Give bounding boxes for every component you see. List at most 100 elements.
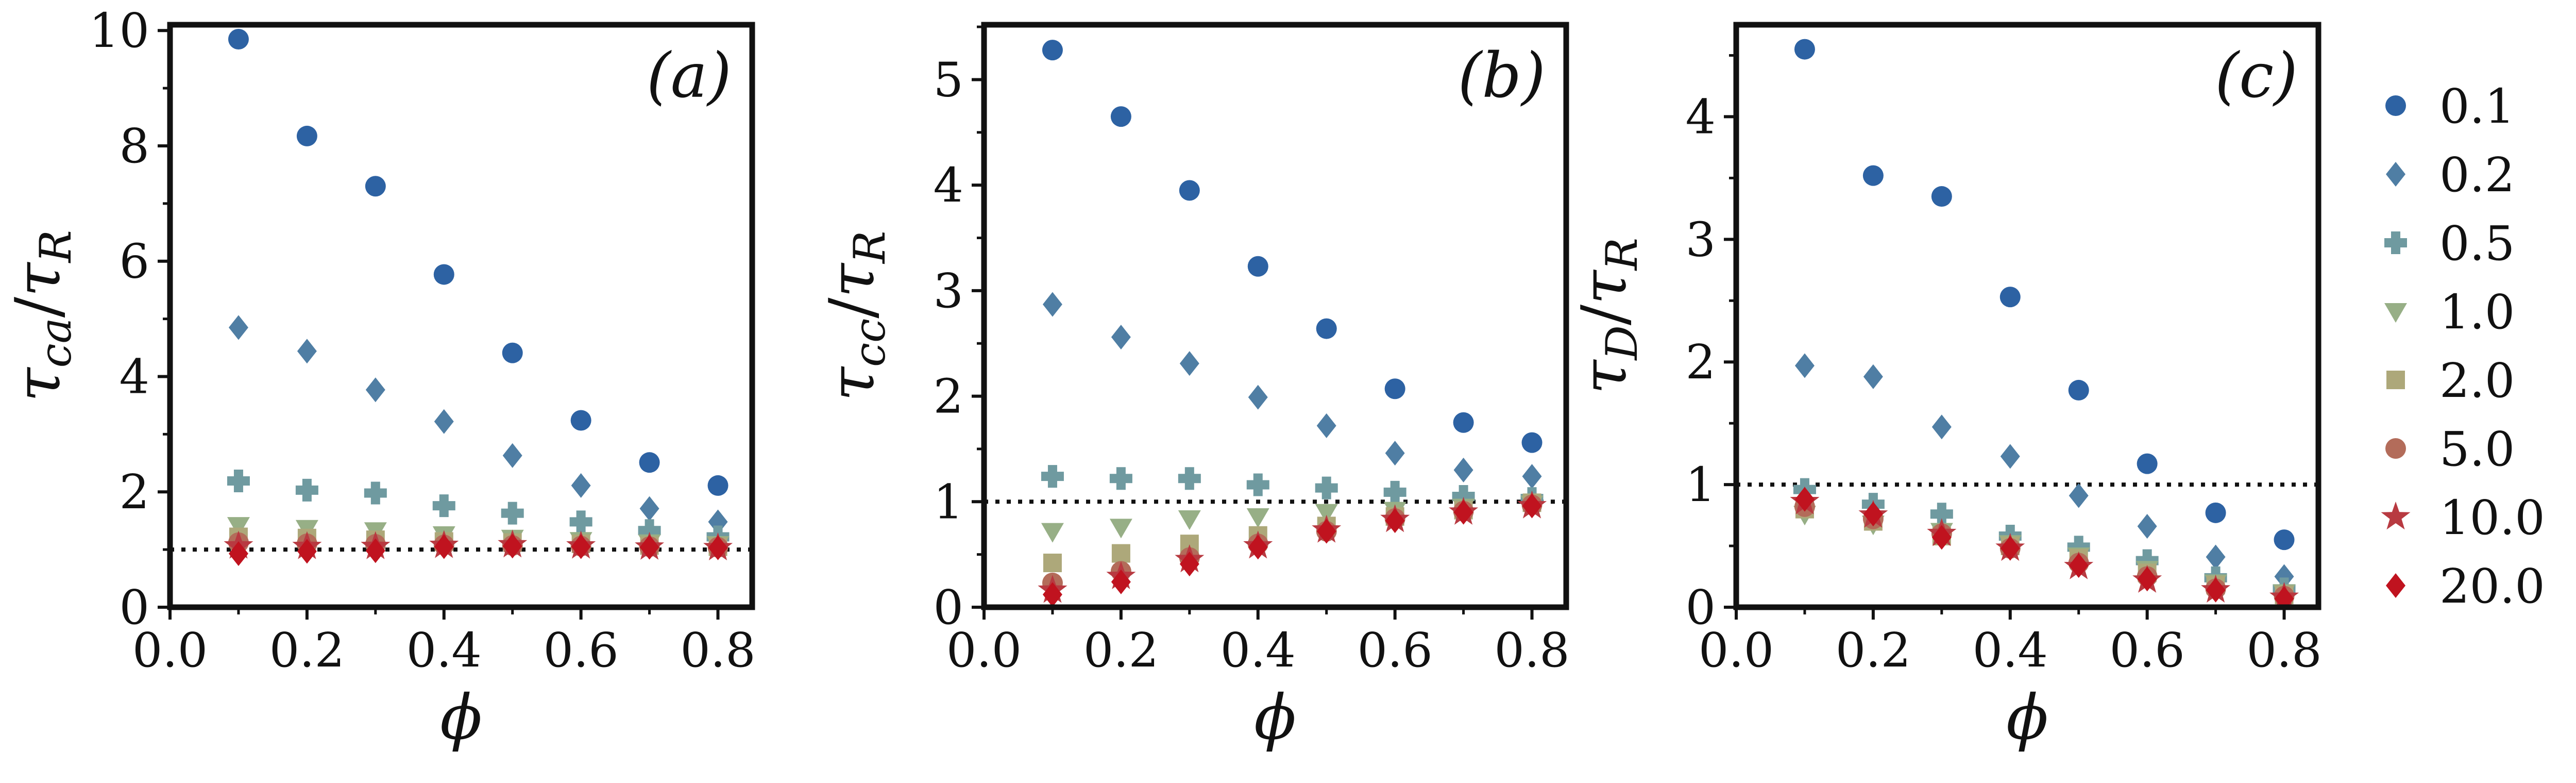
series-20.0	[1794, 487, 2294, 611]
data-point	[1863, 502, 1883, 527]
y-tick-label: 3	[1685, 212, 1716, 267]
data-point	[295, 478, 318, 502]
x-axis-label: ϕ	[440, 682, 482, 754]
data-point	[639, 496, 659, 521]
legend-marker	[2386, 573, 2405, 598]
data-point	[2000, 536, 2020, 561]
legend-marker	[2384, 303, 2407, 323]
legend-entry: 0.2	[2386, 147, 2515, 203]
legend-marker	[2386, 371, 2405, 389]
legend-entry: 2.0	[2386, 353, 2515, 408]
data-point	[365, 538, 385, 563]
x-axis-label: ϕ	[2006, 682, 2048, 754]
data-point	[432, 494, 455, 518]
legend-entry: 0.1	[2385, 79, 2515, 134]
data-point	[1247, 256, 1268, 277]
data-point	[1246, 473, 1269, 496]
data-point	[2067, 536, 2090, 559]
data-point	[1178, 510, 1201, 530]
data-point	[1522, 493, 1542, 519]
y-tick-label: 3	[933, 263, 963, 319]
data-point	[1794, 487, 1815, 512]
data-point	[1042, 582, 1062, 607]
y-tick-label: 1	[933, 474, 963, 529]
panel-label: (c)	[2215, 40, 2298, 112]
legend-label: 0.1	[2439, 79, 2515, 134]
x-tick-label: 0.0	[946, 623, 1022, 678]
data-point	[228, 28, 249, 49]
data-point	[296, 125, 317, 146]
x-axis-label: ϕ	[1254, 682, 1296, 754]
data-point	[2206, 577, 2226, 603]
y-label-tau: τ	[817, 366, 888, 401]
data-point	[228, 541, 248, 566]
y-axis-label: τD/τR	[1569, 238, 1647, 394]
data-point	[1179, 351, 1199, 376]
legend-entry: 0.5	[2384, 216, 2515, 271]
data-point	[365, 377, 385, 403]
data-point	[502, 443, 522, 468]
data-point	[1384, 378, 1405, 399]
data-point	[2068, 379, 2089, 401]
x-tick-label: 0.8	[680, 623, 755, 678]
legend-entry: 5.0	[2385, 422, 2515, 477]
y-label-tau: τ	[1569, 359, 1640, 394]
series-0.1	[1042, 40, 1543, 453]
data-point	[1316, 318, 1337, 339]
y-label-tau-den: τ	[817, 262, 888, 297]
y-tick-label: 2	[119, 464, 149, 520]
y-tick-label: 5	[933, 52, 963, 107]
data-point	[1453, 499, 1473, 525]
data-point	[365, 176, 386, 197]
data-point	[1315, 504, 1338, 524]
data-point	[569, 510, 592, 534]
y-axis-label: τcc/τR	[817, 231, 895, 402]
data-point	[1385, 508, 1405, 534]
data-point	[1246, 508, 1269, 528]
data-point	[639, 452, 660, 473]
y-tick-label: 1	[1685, 457, 1716, 512]
data-point	[297, 339, 317, 364]
data-point	[1931, 525, 1952, 550]
x-tick-label: 0.2	[1836, 623, 1911, 678]
data-point	[434, 409, 454, 434]
data-point	[1111, 324, 1131, 349]
data-point	[1041, 465, 1064, 488]
legend-label: 1.0	[2439, 285, 2515, 340]
y-tick-label: 4	[119, 349, 149, 404]
x-tick-label: 0.6	[2109, 623, 2184, 678]
series-0.1	[1794, 39, 2295, 551]
legend-label: 0.5	[2439, 216, 2515, 271]
data-point	[1521, 432, 1543, 453]
data-point	[1248, 535, 1268, 560]
legend-entry: 10.0	[2381, 490, 2545, 545]
data-point	[297, 539, 317, 564]
data-point	[2137, 453, 2158, 474]
data-point	[708, 535, 728, 560]
legend-label: 10.0	[2439, 490, 2545, 545]
data-point	[1452, 485, 1475, 508]
data-point	[1179, 552, 1199, 577]
y-tick-label: 4	[1685, 89, 1716, 144]
data-point	[1863, 364, 1883, 389]
x-tick-label: 0.8	[1494, 623, 1569, 678]
data-point	[1042, 292, 1062, 317]
y-tick-label: 0	[119, 580, 149, 635]
data-point	[1111, 544, 1130, 563]
data-point	[570, 410, 591, 431]
data-point	[1316, 413, 1336, 438]
y-tick-label: 0	[933, 580, 963, 635]
data-point	[638, 519, 661, 542]
data-point	[2136, 549, 2159, 572]
axes-frame	[1733, 22, 2321, 610]
data-point	[1999, 287, 2021, 308]
legend-marker	[2381, 502, 2411, 530]
data-point	[228, 315, 248, 340]
y-label-sub: ca	[30, 318, 81, 368]
y-label-slash: /	[817, 297, 888, 319]
axes-frame	[981, 22, 1569, 610]
x-tick-label: 0.4	[406, 623, 482, 678]
